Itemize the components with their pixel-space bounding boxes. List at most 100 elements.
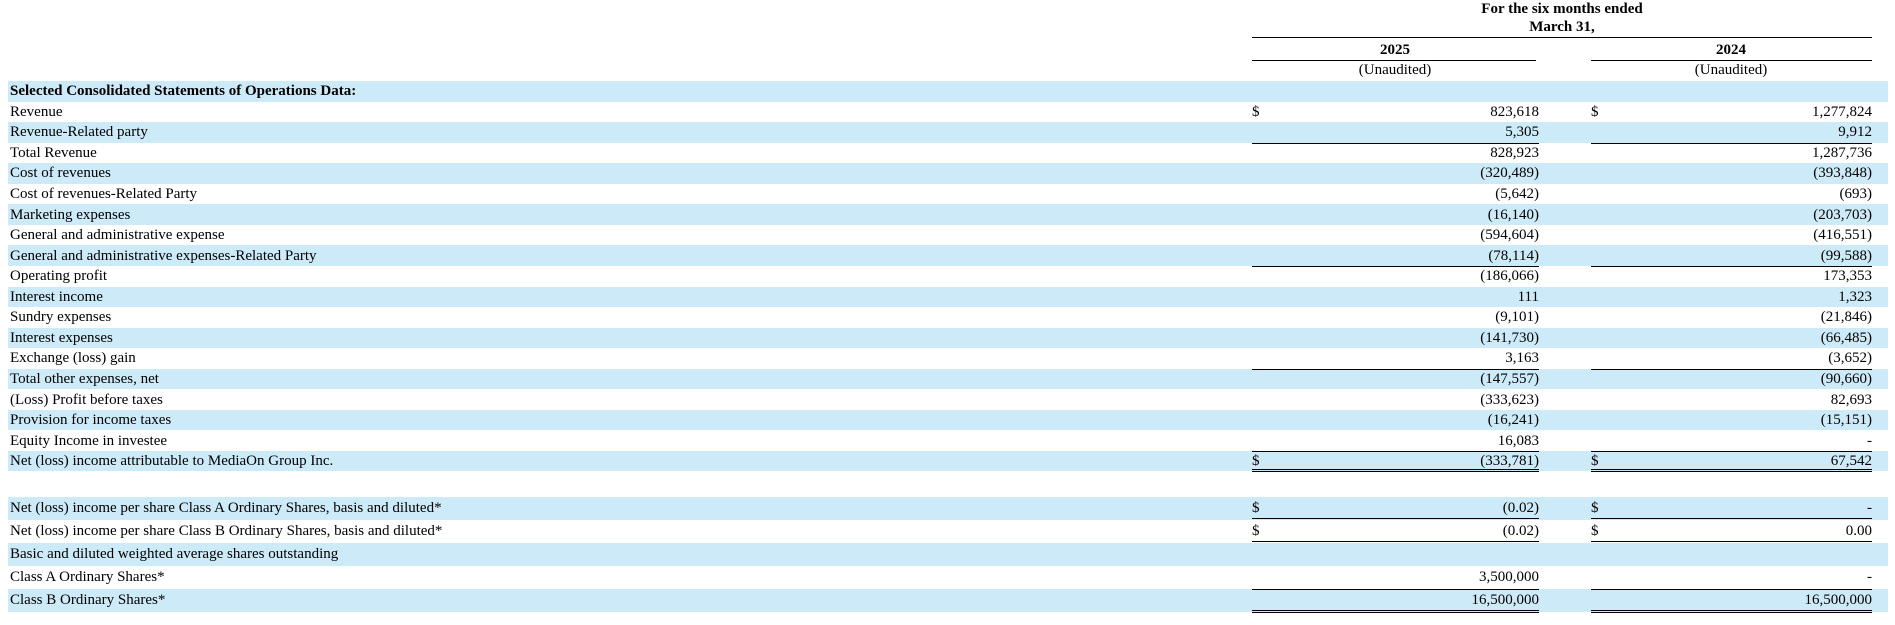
cell-value: (9,101)	[1495, 309, 1539, 326]
cell-value: 1,323	[1838, 288, 1872, 305]
cell-value: 16,500,000	[1804, 592, 1873, 609]
cell-rule	[1252, 368, 1539, 370]
cell-value: 828,923	[1490, 144, 1539, 161]
cell-rule	[1252, 589, 1539, 590]
cell-value: (693)	[1839, 186, 1873, 203]
currency-sign: $	[1591, 453, 1599, 470]
row-label: Provision for income taxes	[10, 412, 172, 429]
currency-sign: $	[1591, 523, 1599, 540]
row-label: Marketing expenses	[10, 206, 131, 223]
row-label: Revenue-Related party	[10, 124, 148, 141]
row-label: General and administrative expense	[10, 227, 225, 244]
cell-value: (15,151)	[1820, 412, 1872, 429]
cell-rule	[1591, 540, 1872, 544]
cell-value: (203,703)	[1813, 206, 1872, 223]
row-label: Net (loss) income per share Class B Ordi…	[10, 523, 443, 540]
row-label: Interest income	[10, 288, 103, 305]
row-label: Interest expenses	[10, 329, 113, 346]
row-label: Operating profit	[10, 268, 108, 285]
cell-value: 3,500,000	[1479, 569, 1539, 586]
cell-rule	[1252, 450, 1539, 452]
cell-value: (147,557)	[1480, 370, 1539, 387]
cell-value: -	[1867, 432, 1872, 449]
row-label: Net (loss) income attributable to MediaO…	[10, 453, 334, 470]
cell-value: (21,846)	[1820, 309, 1872, 326]
cell-value: (99,588)	[1820, 247, 1872, 264]
currency-sign: $	[1591, 500, 1599, 517]
cell-value: 5,305	[1505, 124, 1539, 141]
cell-value: (333,781)	[1480, 453, 1539, 470]
row-band	[8, 122, 1888, 143]
row-band	[8, 204, 1888, 225]
currency-sign: $	[1591, 103, 1599, 120]
cell-value: -	[1867, 569, 1872, 586]
cell-value: (66,485)	[1820, 329, 1872, 346]
row-band	[8, 497, 1888, 520]
cell-rule	[1591, 142, 1872, 144]
row-label: Equity Income in investee	[10, 432, 168, 449]
currency-sign: $	[1252, 500, 1260, 517]
column-note: (Unaudited)	[1358, 62, 1432, 78]
cell-value: 173,353	[1823, 268, 1872, 285]
cell-value: 67,542	[1830, 453, 1872, 470]
row-band	[8, 409, 1888, 431]
cell-value: (3,652)	[1828, 350, 1872, 367]
cell-rule	[1252, 142, 1539, 144]
row-label: Cost of revenues	[10, 165, 111, 182]
cell-value: 111	[1517, 288, 1539, 305]
row-band	[8, 450, 1888, 472]
cell-value: 16,500,000	[1471, 592, 1540, 609]
row-band	[8, 368, 1888, 390]
cell-value: 1,277,824	[1812, 103, 1872, 120]
cell-rule	[1252, 517, 1539, 519]
row-band	[8, 286, 1888, 308]
cell-value: (5,642)	[1495, 186, 1539, 203]
cell-value: 82,693	[1830, 391, 1872, 408]
row-label: Class B Ordinary Shares*	[10, 592, 166, 609]
cell-rule	[1252, 469, 1539, 473]
row-label: Net (loss) income per share Class A Ordi…	[10, 500, 442, 517]
row-label: General and administrative expenses-Rela…	[10, 247, 317, 264]
cell-rule	[1591, 517, 1872, 519]
cell-rule	[1591, 589, 1872, 590]
cell-rule	[1252, 609, 1539, 613]
row-label: (Loss) Profit before taxes	[10, 391, 163, 408]
row-label: Exchange (loss) gain	[10, 350, 136, 367]
cell-value: (0.02)	[1502, 500, 1539, 517]
column-year: 2024	[1716, 42, 1746, 58]
cell-value: (416,551)	[1813, 227, 1872, 244]
row-label: Basic and diluted weighted average share…	[10, 546, 339, 563]
header-rule	[1252, 60, 1536, 61]
cell-value: (0.02)	[1502, 523, 1539, 540]
cell-value: (186,066)	[1480, 268, 1539, 285]
row-label: Sundry expenses	[10, 309, 112, 326]
cell-rule	[1591, 368, 1872, 370]
cell-value: (594,604)	[1480, 227, 1539, 244]
row-band	[8, 589, 1888, 612]
cell-value: (393,848)	[1813, 165, 1872, 182]
cell-rule	[1591, 450, 1872, 452]
row-label: Total Revenue	[10, 144, 97, 161]
header-rule	[1591, 60, 1872, 61]
row-band	[8, 543, 1888, 566]
cell-rule	[1591, 265, 1872, 267]
period-heading: For the six months ended	[1481, 1, 1643, 17]
cell-rule	[1591, 469, 1872, 473]
row-band	[8, 327, 1888, 349]
cell-rule	[1252, 540, 1539, 544]
cell-value: -	[1867, 500, 1872, 517]
cell-value: 9,912	[1838, 124, 1872, 141]
cell-value: 0.00	[1845, 523, 1872, 540]
column-year: 2025	[1380, 42, 1410, 58]
period-date: March 31,	[1529, 19, 1595, 35]
cell-value: (16,140)	[1487, 206, 1539, 223]
cell-value: (333,623)	[1480, 391, 1539, 408]
cell-value: 1,287,736	[1812, 144, 1872, 161]
cell-value: (16,241)	[1487, 412, 1539, 429]
cell-value: 3,163	[1505, 350, 1539, 367]
cell-rule	[1252, 265, 1539, 267]
currency-sign: $	[1252, 453, 1260, 470]
cell-rule	[1591, 609, 1872, 613]
cell-value: 823,618	[1490, 103, 1539, 120]
